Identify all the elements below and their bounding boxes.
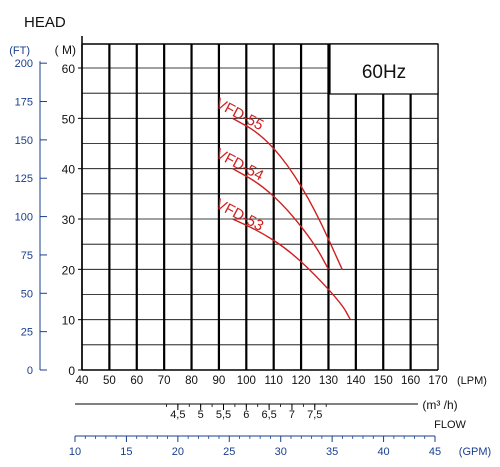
y-ft-tick-label: 175 <box>15 97 33 109</box>
x-m3h-tick-label: 7,5 <box>307 409 322 421</box>
y-ft-unit: (FT) <box>9 45 30 57</box>
y-ft-tick-label: 50 <box>21 288 33 300</box>
x-lpm-tick-label: 100 <box>237 375 256 387</box>
x-gpm-tick-label: 35 <box>326 446 338 458</box>
x-gpm-tick-label: 10 <box>69 446 81 458</box>
x-lpm-tick-label: 140 <box>346 375 365 387</box>
y-m-tick-label: 60 <box>62 62 76 76</box>
x-lpm-tick-label: 120 <box>291 375 310 387</box>
x-m3h-unit: (m³ /h) <box>422 398 457 412</box>
y-ft-tick-label: 25 <box>21 327 33 339</box>
y-ft-tick-label: 100 <box>15 212 33 224</box>
curve-vfd-55 <box>232 117 343 270</box>
x-lpm-tick-label: 110 <box>265 375 283 387</box>
x-lpm-tick-label: 40 <box>76 375 89 387</box>
y-ft-tick-label: 150 <box>15 135 33 147</box>
x-m3h-tick-label: 5 <box>198 409 204 421</box>
y-m-unit: ( M) <box>55 43 76 57</box>
curve-label-vfd-53: VFD-53 <box>213 196 267 235</box>
y-m-tick-label: 20 <box>62 263 76 277</box>
flow-label: FLOW <box>434 419 466 431</box>
axes <box>39 36 438 442</box>
x-lpm-tick-label: 70 <box>158 375 171 387</box>
x-m3h-tick-label: 5,5 <box>216 409 231 421</box>
x-lpm-tick-label: 150 <box>374 375 393 387</box>
y-ft-tick-label: 75 <box>21 250 33 262</box>
chart-title: HEAD <box>24 14 66 31</box>
x-gpm-tick-label: 20 <box>172 446 184 458</box>
curve-vfd-53 <box>232 218 352 321</box>
x-lpm-tick-label: 50 <box>103 375 116 387</box>
x-m3h-tick-label: 7 <box>289 409 295 421</box>
y-m-tick-label: 10 <box>62 314 76 328</box>
curve-label-vfd-55: VFD-55 <box>213 95 267 134</box>
grid <box>81 43 439 370</box>
x-lpm-tick-label: 60 <box>130 375 143 387</box>
x-lpm-tick-label: 130 <box>319 375 338 387</box>
x-lpm-tick-label: 170 <box>428 375 447 387</box>
x-lpm-tick-label: 80 <box>185 375 198 387</box>
x-lpm-tick-label: 160 <box>401 375 420 387</box>
frequency-box <box>329 43 439 95</box>
x-m3h-tick-label: 6 <box>243 409 249 421</box>
x-m3h-tick-label: 6,5 <box>261 409 276 421</box>
x-gpm-tick-label: 40 <box>377 446 389 458</box>
y-m-tick-label: 50 <box>62 112 76 126</box>
y-ft-tick-label: 125 <box>15 173 33 185</box>
x-gpm-unit: (GPM) <box>459 446 491 458</box>
y-ft-tick-label: 0 <box>27 365 33 377</box>
x-gpm-tick-label: 30 <box>275 446 287 458</box>
y-m-tick-label: 30 <box>62 213 76 227</box>
frequency-label: 60Hz <box>362 62 406 83</box>
x-gpm-tick-label: 15 <box>120 446 132 458</box>
x-lpm-tick-label: 90 <box>213 375 226 387</box>
x-lpm-unit: (LPM) <box>457 375 487 387</box>
performance-curves <box>232 117 352 321</box>
x-gpm-tick-label: 45 <box>429 446 441 458</box>
y-m-tick-label: 40 <box>62 163 76 177</box>
y-ft-tick-label: 200 <box>15 58 33 70</box>
curve-vfd-54 <box>232 168 330 270</box>
curve-label-vfd-54: VFD-54 <box>213 145 267 184</box>
y-m-tick-label: 0 <box>68 364 75 378</box>
x-m3h-tick-label: 4,5 <box>170 409 185 421</box>
x-gpm-tick-label: 25 <box>223 446 235 458</box>
